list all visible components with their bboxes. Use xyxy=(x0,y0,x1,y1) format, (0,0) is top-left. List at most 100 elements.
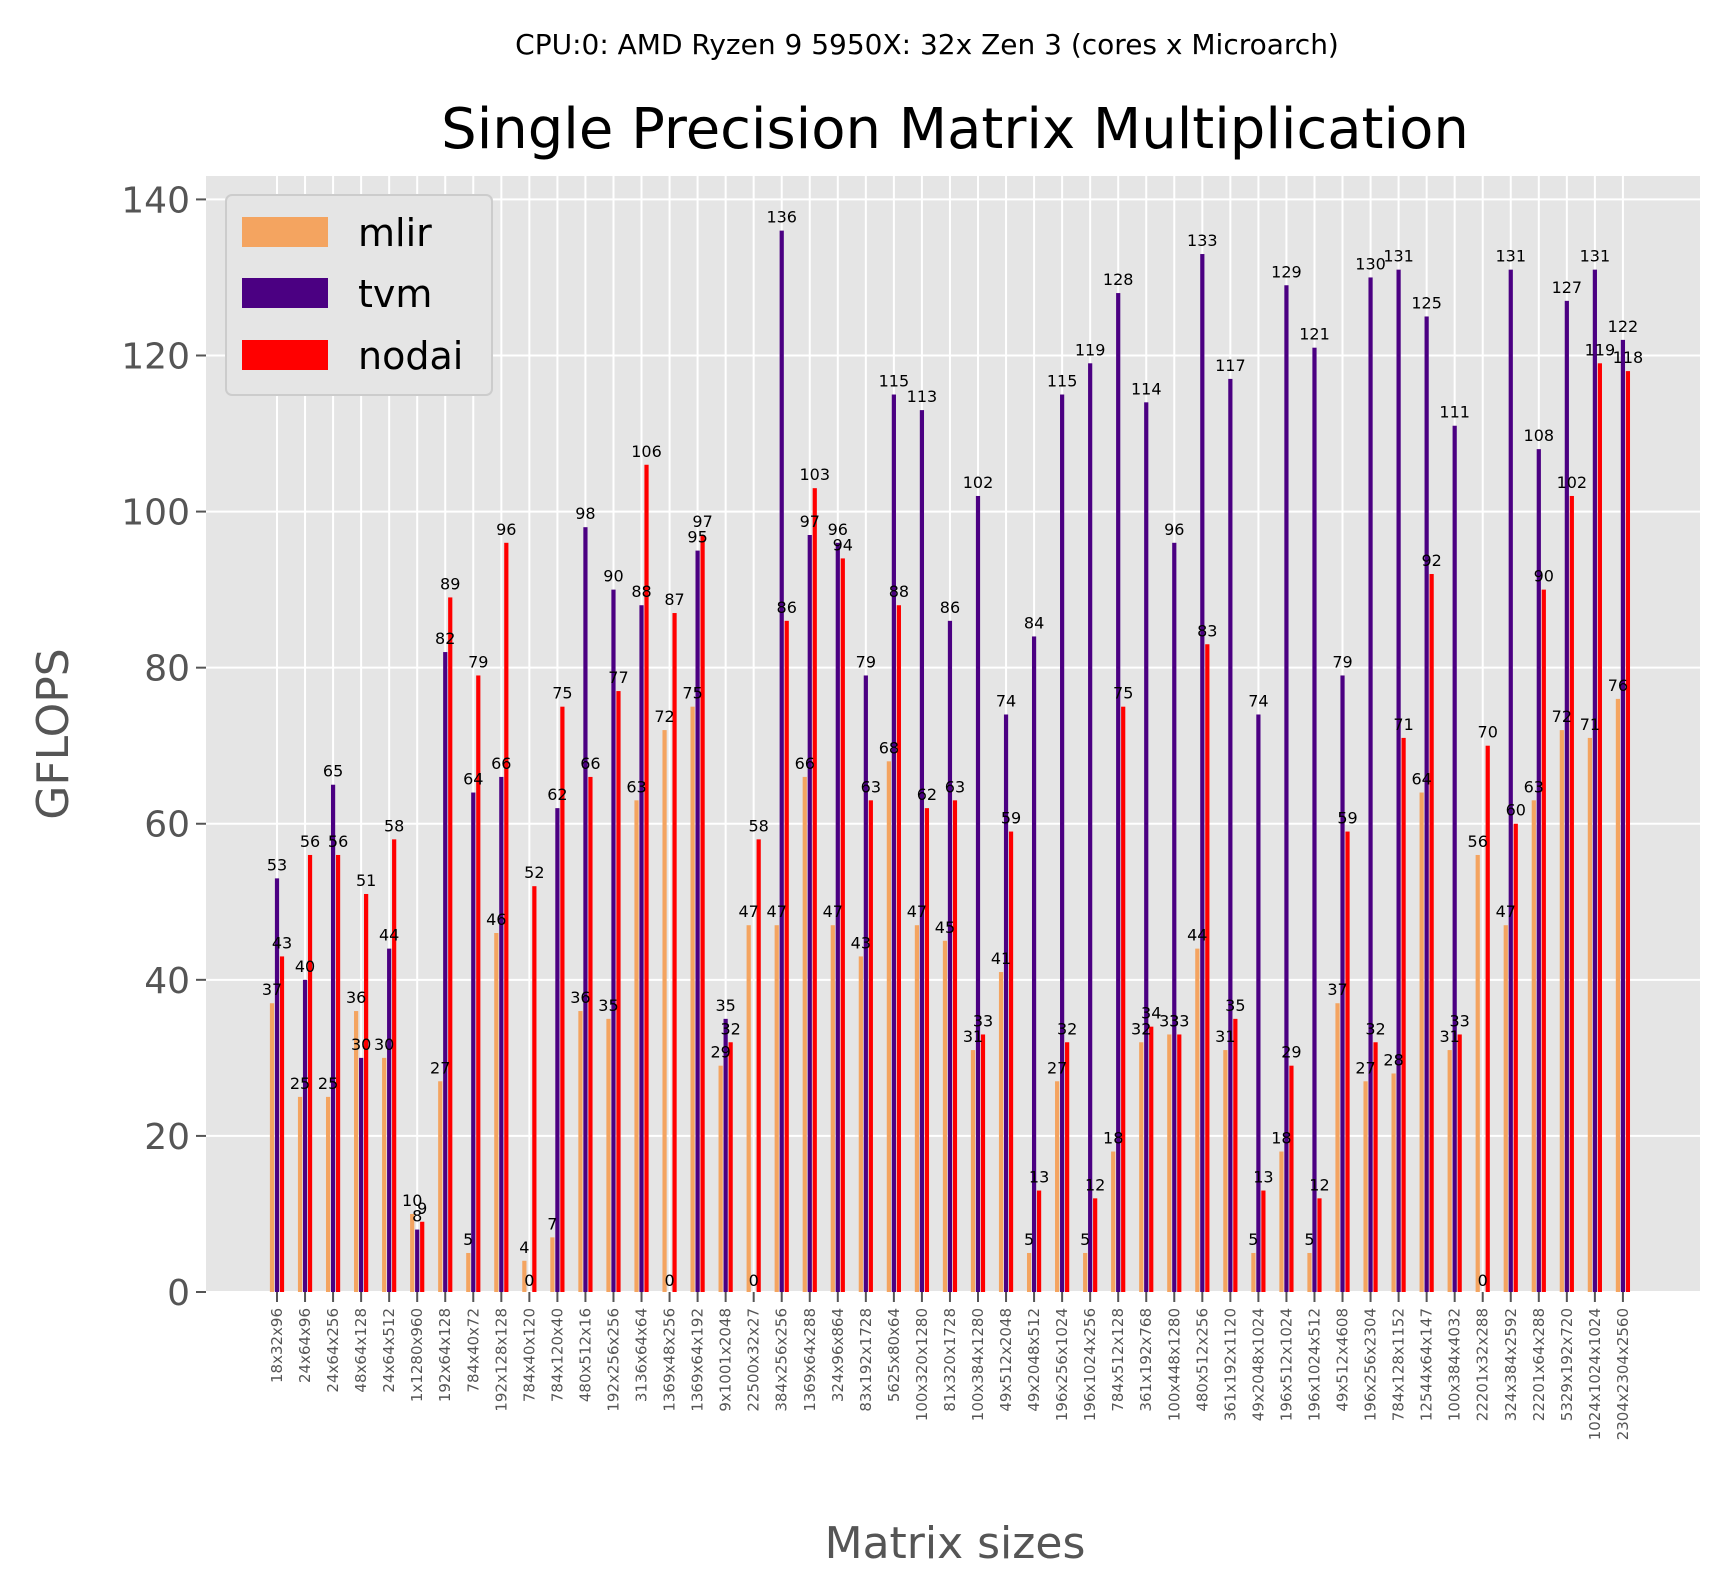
bar-nodai xyxy=(1597,363,1602,1293)
bar-mlir xyxy=(1503,925,1508,1292)
x-tick-label: 100x384x4032 xyxy=(1446,1308,1464,1421)
x-tick-label: 83x192x1728 xyxy=(857,1308,875,1412)
x-tick-label: 1x1280x960 xyxy=(408,1308,426,1402)
x-tick-label: 784x128x1152 xyxy=(1390,1308,1408,1421)
bar-label-nodai: 92 xyxy=(1421,551,1441,570)
bar-mlir xyxy=(998,972,1004,1292)
legend-swatch-nodai xyxy=(242,340,328,370)
x-tick-label: 361x192x1120 xyxy=(1221,1308,1239,1421)
bar-nodai xyxy=(1429,574,1434,1292)
bar-tvm xyxy=(863,675,868,1292)
zero-bar-label: 0 xyxy=(664,1271,674,1290)
x-tick-label: 784x40x72 xyxy=(464,1308,482,1393)
bar-label-mlir: 4 xyxy=(519,1238,529,1257)
bar-nodai xyxy=(1233,1018,1238,1292)
bar-nodai xyxy=(1317,1198,1322,1292)
bar-label-tvm: 66 xyxy=(491,754,511,773)
bar-nodai xyxy=(335,854,341,1292)
x-tick-label: 3136x64x64 xyxy=(633,1308,651,1402)
bar-tvm xyxy=(1340,675,1345,1292)
bar-label-nodai: 29 xyxy=(1281,1043,1301,1062)
bar-label-nodai: 63 xyxy=(945,777,965,796)
bar-label-tvm: 62 xyxy=(547,785,567,804)
bar-label-nodai: 94 xyxy=(833,535,853,554)
bar-label-mlir: 47 xyxy=(1496,902,1516,921)
bar-mlir xyxy=(746,925,751,1292)
bar-label-mlir: 46 xyxy=(486,910,506,929)
bar-label-nodai: 87 xyxy=(664,590,684,609)
bar-label-mlir: 27 xyxy=(1355,1058,1375,1077)
bar-tvm xyxy=(779,230,784,1292)
y-tick-label: 100 xyxy=(121,493,190,534)
bar-mlir xyxy=(1447,1050,1452,1292)
x-tick-label: 22201x32x288 xyxy=(1474,1308,1492,1421)
bar-label-nodai: 13 xyxy=(1253,1168,1273,1187)
bar-label-mlir: 31 xyxy=(963,1027,983,1046)
bar-tvm xyxy=(1312,347,1317,1292)
bar-tvm xyxy=(1424,316,1429,1292)
bar-label-tvm: 8 xyxy=(412,1207,422,1226)
bar-mlir xyxy=(1279,1151,1284,1292)
bar-label-mlir: 35 xyxy=(598,996,618,1015)
bar-label-nodai: 32 xyxy=(1365,1019,1385,1038)
bar-label-mlir: 37 xyxy=(262,980,282,999)
y-tick-label: 60 xyxy=(144,805,190,846)
bar-label-mlir: 71 xyxy=(1580,715,1600,734)
bar-label-mlir: 29 xyxy=(710,1043,730,1062)
bar-label-tvm: 102 xyxy=(963,473,994,492)
bar-label-tvm: 64 xyxy=(463,770,483,789)
bar-label-tvm: 88 xyxy=(631,582,651,601)
bar-label-mlir: 18 xyxy=(1103,1129,1123,1148)
bar-mlir xyxy=(886,761,891,1292)
bar-nodai xyxy=(1373,1042,1378,1292)
x-tick-label: 81x320x1728 xyxy=(941,1308,959,1412)
bar-tvm xyxy=(471,792,476,1292)
bar-mlir xyxy=(494,933,499,1292)
bar-label-tvm: 136 xyxy=(766,208,797,227)
bar-label-mlir: 28 xyxy=(1383,1050,1403,1069)
bar-nodai xyxy=(560,706,565,1292)
bar-nodai xyxy=(616,691,621,1292)
bar-mlir xyxy=(578,1011,583,1292)
bar-label-nodai: 119 xyxy=(1585,340,1616,359)
x-tick-label: 100x448x1280 xyxy=(1165,1308,1183,1421)
bar-label-tvm: 115 xyxy=(1047,372,1078,391)
bar-mlir xyxy=(1531,800,1536,1292)
bar-label-tvm: 35 xyxy=(715,996,735,1015)
bar-mlir xyxy=(1195,948,1200,1292)
bar-label-nodai: 32 xyxy=(1057,1019,1077,1038)
bar-mlir xyxy=(1223,1050,1228,1292)
x-tick-label: 1369x64x288 xyxy=(801,1308,819,1412)
bar-nodai xyxy=(1177,1034,1182,1292)
bar-mlir xyxy=(690,706,695,1292)
bar-label-tvm: 90 xyxy=(603,567,623,586)
bar-label-tvm: 130 xyxy=(1355,254,1386,273)
x-tick-label: 784x120x40 xyxy=(548,1308,566,1402)
bar-tvm xyxy=(1396,269,1401,1292)
bar-label-mlir: 41 xyxy=(991,949,1011,968)
bar-mlir xyxy=(1391,1073,1396,1292)
bar-label-mlir: 75 xyxy=(682,684,702,703)
bar-label-mlir: 36 xyxy=(346,988,366,1007)
bar-nodai xyxy=(1008,831,1014,1292)
bar-label-tvm: 133 xyxy=(1187,231,1218,250)
bar-label-nodai: 90 xyxy=(1534,567,1554,586)
bar-mlir xyxy=(1363,1081,1368,1292)
bar-label-nodai: 106 xyxy=(631,442,662,461)
bar-mlir xyxy=(354,1011,359,1292)
bar-label-tvm: 111 xyxy=(1439,403,1470,422)
bar-label-tvm: 121 xyxy=(1299,325,1330,344)
bar-nodai xyxy=(924,808,930,1292)
bar-label-tvm: 117 xyxy=(1215,356,1246,375)
bar-mlir xyxy=(970,1050,976,1292)
bar-mlir xyxy=(1026,1252,1032,1292)
bar-label-tvm: 44 xyxy=(379,926,399,945)
bar-tvm xyxy=(330,784,336,1292)
x-axis-label: Matrix sizes xyxy=(825,1518,1086,1569)
bar-label-nodai: 118 xyxy=(1613,348,1644,367)
x-tick-label: 49x512x4608 xyxy=(1334,1308,1352,1412)
bar-label-mlir: 27 xyxy=(1047,1058,1067,1077)
bar-label-mlir: 5 xyxy=(1248,1230,1258,1249)
bar-nodai xyxy=(728,1042,733,1292)
bar-label-tvm: 98 xyxy=(575,504,595,523)
